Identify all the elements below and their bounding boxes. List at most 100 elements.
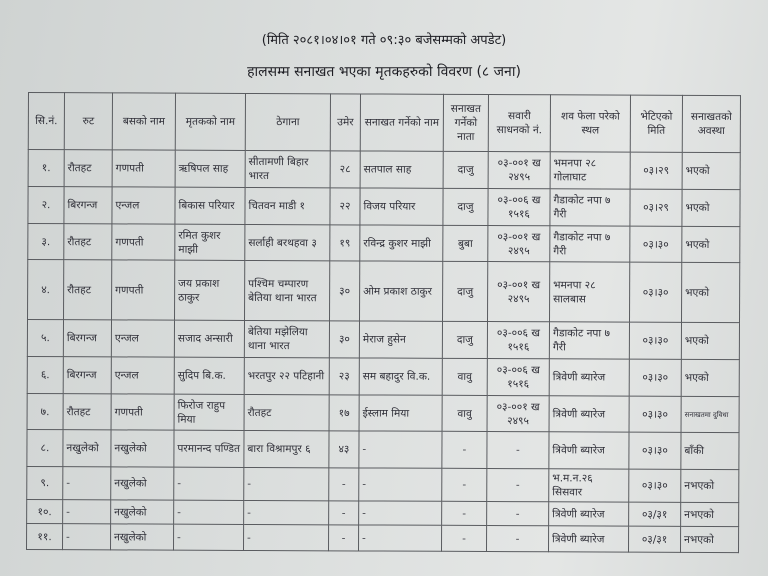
cell-address: सर्लाही बरथहवा ३ [244, 224, 330, 261]
cell-found-location: त्रिवेणी ब्यारेज [549, 358, 630, 397]
cell-bus-name: नखुलेको [110, 466, 174, 501]
cell-serial: १. [28, 149, 65, 187]
cell-vehicle-number: - [486, 431, 550, 469]
column-header-identifier-name: सनाखत गर्नेको नाम [360, 93, 444, 152]
cell-route: रौतहट [63, 223, 112, 260]
cell-serial: ९. [26, 466, 63, 500]
table-row: ४. रौतहट गणपती जय प्रकाश ठाकुर पश्चिम चम्पार… [27, 259, 740, 323]
cell-route: बिरगन्ज [63, 186, 113, 224]
cell-deceased-name: - [173, 467, 244, 501]
cell-route: बिरगन्ज [63, 356, 112, 394]
cell-identification-status: भएको [681, 226, 740, 263]
cell-identification-status: भएको [681, 359, 740, 397]
cell-found-date: ०३।३० [629, 226, 682, 263]
column-header-found-date: भेटिएको मिति [630, 95, 683, 153]
cell-address: बारा विश्रामपुर ६ [243, 430, 330, 468]
cell-bus-name: गणपती [111, 223, 175, 261]
cell-found-date: ०३।३० [629, 396, 682, 433]
cell-relation: बुबा [442, 225, 488, 262]
cell-deceased-name: फिरोज राहुप मिया [174, 394, 245, 431]
cell-age: २८ [330, 150, 361, 188]
cell-address: - [243, 524, 329, 551]
cell-identification-status: भएको [681, 322, 740, 360]
cell-age: ३० [329, 260, 360, 321]
cell-route: - [62, 499, 111, 524]
cell-identification-status: नभएको [680, 469, 739, 503]
cell-identifier-name: - [358, 430, 443, 469]
cell-identification-status: भएको [681, 262, 740, 323]
cell-found-date: ०३।३० [629, 262, 682, 323]
cell-found-location: त्रिवेणी ब्यारेज [549, 395, 630, 433]
cell-found-date: ०३।३० [628, 469, 681, 503]
cell-address: बेतिया मझेलिया थाना भारत [244, 320, 330, 358]
column-header-address: ठेगाना [245, 93, 331, 151]
cell-address: रौतहट [244, 394, 330, 431]
cell-deceased-name: परमानन्द पण्डित [173, 430, 245, 468]
cell-vehicle-number: ०३-००६ ख १५१६ [487, 321, 550, 359]
cell-route: बिरगन्ज [63, 319, 112, 357]
update-note: (मिति २०८१।०४।०१ गते ०९:३० बजेसम्मको अपड… [261, 33, 507, 48]
cell-age: - [328, 524, 359, 551]
cell-address: सीतामणी बिहार भारत [245, 150, 331, 188]
cell-serial: २. [27, 186, 65, 224]
cell-identification-status: नभएको [680, 526, 739, 553]
cell-vehicle-number: - [486, 468, 549, 502]
cell-relation: - [441, 431, 488, 469]
cell-identifier-name: - [358, 524, 442, 552]
table-row: ६. बिरगन्ज एन्जल सुदिप बि.क. भरतपुर २२ पटिहा… [27, 356, 740, 397]
cell-age: - [328, 467, 359, 501]
cell-found-location: गैडाकोट नपा ७ गैरी [549, 321, 630, 360]
cell-relation: दाजु [442, 321, 488, 359]
cell-serial: १०. [26, 499, 63, 524]
cell-found-location: भ.म.न.२६ सिसवार [548, 468, 629, 503]
cell-route: - [62, 466, 111, 500]
cell-deceased-name: सुदिप बि.क. [174, 357, 245, 395]
column-header-age: उमेर [330, 93, 361, 151]
cell-relation: वावु [442, 358, 488, 396]
cell-found-location: भमनपा २८ सालबास [549, 261, 630, 323]
cell-bus-name: नखुलेको [110, 429, 175, 468]
cell-identifier-name: रविन्द्र कुशर माझी [359, 224, 443, 262]
cell-relation: दाजु [442, 188, 489, 226]
cell-identification-status: नभएको [680, 502, 739, 527]
column-header-vehicle-number: सवारी साधनको नं. [488, 94, 551, 152]
cell-address: चितवन माडी १ [244, 187, 331, 225]
column-header-relation: सनाखत गर्नेको नाता [443, 94, 489, 152]
column-header-bus-name: बसको नाम [112, 92, 176, 151]
cell-route: - [62, 523, 111, 550]
cell-serial: ५. [27, 319, 64, 357]
cell-route: रौतहट [63, 259, 112, 320]
cell-age: - [328, 500, 359, 525]
cell-serial: ४. [27, 259, 64, 320]
cell-address: - [243, 500, 329, 525]
cell-found-date: ०३।२९ [630, 152, 683, 190]
cell-relation: - [441, 501, 487, 526]
cell-address: - [243, 467, 329, 501]
cell-identification-status: भएको [681, 189, 741, 227]
cell-found-date: ०३।३० [629, 359, 682, 397]
cell-vehicle-number: - [486, 501, 549, 526]
header-row: सि.नं. रुट बसको नाम मृतकको नाम ठेगाना उमेर सना… [28, 92, 741, 153]
cell-found-location: भमनपा २८ गोलाघाट [550, 151, 631, 190]
document-title: हालसम्म सनाखत भएका मृतकहरुको विवरण (८ जन… [247, 64, 521, 80]
cell-identification-status: सनाखतमा दुविधा [681, 396, 740, 433]
cell-identifier-name: ईस्लाम मिया [359, 394, 443, 432]
cell-deceased-name: रमित कुशर माझी [174, 224, 245, 261]
cell-identifier-name: - [358, 467, 442, 502]
cell-identification-status: बाँकी [680, 432, 740, 470]
cell-vehicle-number: ०३-००१ ख २४९५ [487, 225, 550, 262]
table-row: २. बिरगन्ज एन्जल बिकास परियार चितवन माडी १ २२… [27, 186, 741, 227]
victims-table: सि.नं. रुट बसको नाम मृतकको नाम ठेगाना उमेर सना… [26, 92, 741, 553]
cell-route: रौतहट [63, 393, 112, 430]
cell-identifier-name: मेराज हुसेन [359, 320, 443, 359]
cell-found-date: ०३।३० [628, 432, 682, 470]
column-header-found-location: शव फेला परेको स्थल [550, 94, 631, 153]
column-header-deceased-name: मृतकको नाम [175, 93, 246, 151]
table-row: ९. - नखुलेको - - - - - - भ.म.न.२६ सिसवार ०३।३० नभएक… [26, 466, 739, 503]
cell-age: ४३ [328, 430, 360, 468]
cell-relation: दाजु [443, 151, 489, 189]
cell-vehicle-number: ०३-००१ ख २४९५ [487, 261, 550, 322]
cell-identifier-name: - [358, 500, 442, 526]
cell-serial: ६. [27, 356, 64, 394]
cell-found-location: त्रिवेणी ब्यारेज [548, 501, 629, 527]
